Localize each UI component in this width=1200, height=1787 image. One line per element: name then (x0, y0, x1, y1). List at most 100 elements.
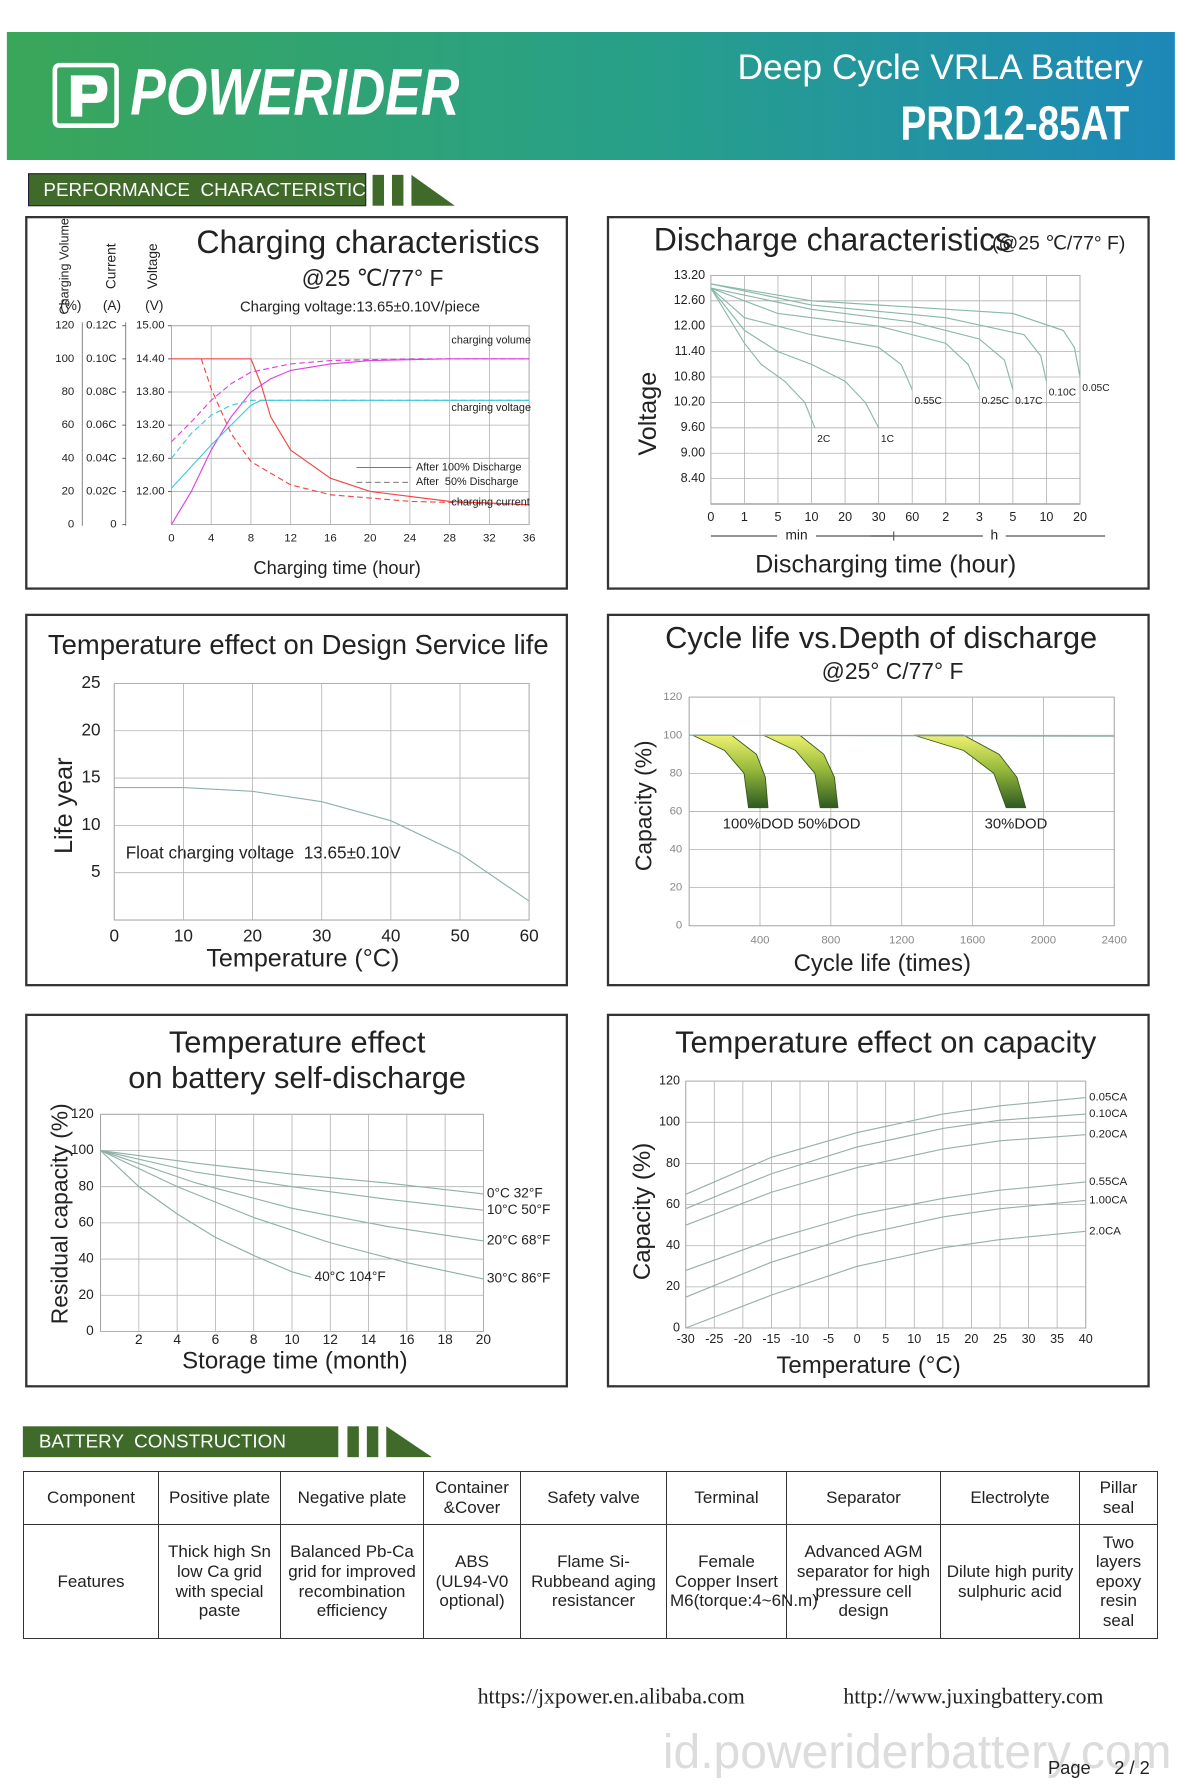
x-tick-label: 35 (1050, 1332, 1064, 1346)
curve (685, 1113, 1086, 1210)
section-arrow (386, 1426, 432, 1458)
y-tick-label: 14.40 (136, 353, 165, 365)
x-tick-label: 12 (284, 532, 297, 544)
watermark: id.poweriderbattery.com (663, 1726, 1172, 1779)
x-axis-label: Discharging time (hour) (755, 550, 1016, 578)
curve (710, 287, 980, 390)
band-label: 50%DOD (798, 817, 861, 833)
x-tick-label: 18 (438, 1332, 454, 1347)
y-tick-label: 100 (55, 353, 74, 365)
model: PRD12-85AT (901, 98, 1130, 151)
curve (710, 287, 1014, 390)
x-tick-label: 20 (964, 1332, 978, 1346)
x-tick-label: 10 (907, 1332, 921, 1346)
header-cell: Positive plate (158, 1471, 281, 1525)
header-cell: Separator (786, 1471, 941, 1525)
header-cell: Pillar seal (1079, 1471, 1158, 1525)
y-tick-label: 0.04C (86, 452, 116, 464)
series-label: 1C (881, 434, 895, 445)
legend-label: After 100% Discharge (416, 461, 521, 473)
x-tick-label: 30 (1022, 1332, 1036, 1346)
chart-panel (25, 1013, 568, 1388)
curve (710, 283, 1047, 382)
table-cell: Features (23, 1524, 159, 1639)
section-stripe (392, 174, 404, 206)
x-tick-label: 60 (905, 510, 919, 524)
table-cell: Advanced AGM separator for high pressure… (786, 1524, 941, 1639)
x-tick-label: 4 (208, 532, 215, 544)
y-axis-label: Capacity (%) (629, 1143, 656, 1280)
y-tick-label: 20 (78, 1287, 94, 1302)
x-tick-label: 20 (1073, 510, 1087, 524)
header-cell: Container &Cover (423, 1471, 521, 1525)
header-cell: Component (23, 1471, 159, 1525)
curve (171, 358, 530, 506)
x-tick-label: 10 (174, 926, 193, 946)
product-line: Deep Cycle VRLA Battery (737, 47, 1143, 87)
y-tick-label: 80 (666, 1156, 680, 1170)
x-tick-label: -15 (762, 1332, 780, 1346)
header-banner (6, 32, 1175, 161)
section-stripe (347, 1426, 359, 1458)
footer-link[interactable]: https://jxpower.en.alibaba.com (478, 1684, 745, 1708)
x-tick-label: 5 (774, 510, 781, 524)
section-title: PERFORMANCE CHARACTERISTIC (43, 179, 365, 200)
x-tick-label: 10 (1039, 510, 1053, 524)
y-tick-label: 80 (670, 767, 683, 779)
x-tick-label: -30 (677, 1332, 695, 1346)
y-tick-label: 12.60 (136, 452, 165, 464)
dod-band (692, 734, 769, 809)
x-tick-label: 30 (872, 510, 886, 524)
series-label: 2.0CA (1089, 1225, 1121, 1237)
y-tick-label: 60 (78, 1215, 94, 1230)
x-tick-label: 8 (248, 532, 254, 544)
y-axis-unit: (V) (145, 298, 163, 313)
series-label: 2C (817, 434, 831, 445)
chart-title: on battery self-discharge (128, 1060, 466, 1095)
y-tick-label: 5 (91, 861, 101, 881)
x-tick-label: 25 (993, 1332, 1007, 1346)
footer-link[interactable]: http://www.juxingbattery.com (843, 1684, 1103, 1708)
curve (170, 399, 530, 459)
y-tick-label: 0 (676, 920, 682, 932)
series-label: 10°C 50°F (487, 1202, 551, 1217)
band-label: 30%DOD (985, 817, 1048, 833)
x-tick-label: 6 (212, 1332, 220, 1347)
band-label: 100%DOD (723, 817, 794, 833)
y-tick-label: 120 (71, 1106, 94, 1121)
y-tick-label: 40 (670, 844, 683, 856)
x-tick-label: 20 (838, 510, 852, 524)
chart-note: Float charging voltage 13.65±0.10V (126, 842, 402, 862)
y-tick-label: 15.00 (136, 320, 165, 332)
chart-title: Temperature effect on capacity (675, 1025, 1097, 1060)
y-tick-label: 9.60 (681, 420, 705, 434)
series-label: 0.10CA (1089, 1108, 1127, 1120)
y-tick-label: 0.06C (86, 419, 116, 431)
x-tick-label: 2 (135, 1332, 143, 1347)
x-axis-label: Charging time (hour) (253, 557, 421, 578)
series-label: 1.00CA (1089, 1194, 1127, 1206)
x-tick-label: 4 (173, 1332, 181, 1347)
y-tick-label: 0 (110, 519, 116, 531)
x-tick-label: 50 (450, 926, 469, 946)
y-tick-label: 0.10C (86, 353, 116, 365)
table-cell: Female Copper Insert M6(torque:4~6N.m) (666, 1524, 818, 1639)
table-cell: ABS (UL94-V0 optional) (423, 1524, 521, 1639)
chart-subtitle: @25° C/77° F (822, 658, 964, 684)
x-tick-label: 24 (404, 532, 417, 544)
y-tick-label: 100 (663, 729, 682, 741)
x-tick-label: 32 (483, 532, 496, 544)
series-label: 0.20CA (1089, 1129, 1127, 1141)
x-tick-label: 16 (399, 1332, 415, 1347)
y-tick-label: 0 (86, 1323, 94, 1338)
logo-box (52, 62, 119, 129)
x-tick-label: 15 (936, 1332, 950, 1346)
x-tick-label: 2000 (1031, 935, 1056, 947)
x-tick-label: 1 (741, 510, 748, 524)
series-label: 0.17C (1015, 396, 1043, 407)
series-label: 30°C 86°F (487, 1271, 551, 1286)
x-tick-label: 12 (323, 1332, 338, 1347)
section-bar (28, 173, 367, 207)
